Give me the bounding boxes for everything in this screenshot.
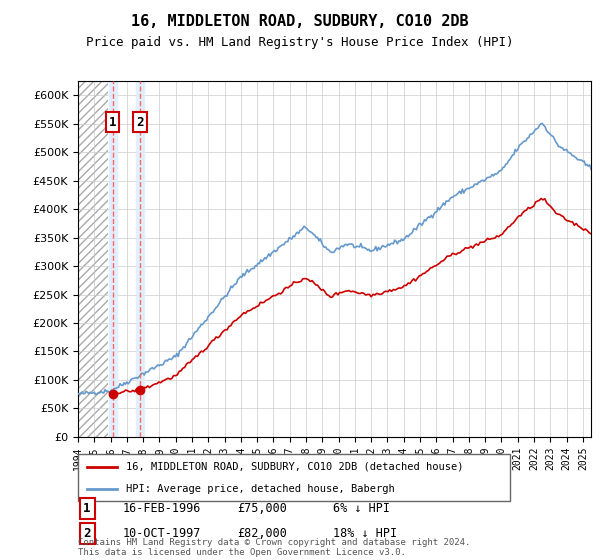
Bar (109, 81, 116, 437)
Text: 16-FEB-1996: 16-FEB-1996 (123, 502, 202, 515)
Text: 10-OCT-1997: 10-OCT-1997 (123, 527, 202, 540)
Text: Price paid vs. HM Land Registry's House Price Index (HPI): Price paid vs. HM Land Registry's House … (86, 36, 514, 49)
Text: 18% ↓ HPI: 18% ↓ HPI (333, 527, 397, 540)
Text: 2: 2 (83, 527, 91, 540)
Bar (78, 81, 108, 437)
FancyBboxPatch shape (78, 454, 510, 501)
Text: £82,000: £82,000 (237, 527, 287, 540)
Text: 16, MIDDLETON ROAD, SUDBURY, CO10 2DB (detached house): 16, MIDDLETON ROAD, SUDBURY, CO10 2DB (d… (125, 462, 463, 472)
Text: 16, MIDDLETON ROAD, SUDBURY, CO10 2DB: 16, MIDDLETON ROAD, SUDBURY, CO10 2DB (131, 14, 469, 29)
Text: 1: 1 (83, 502, 91, 515)
Text: 6% ↓ HPI: 6% ↓ HPI (333, 502, 390, 515)
Bar (136, 81, 144, 437)
Text: HPI: Average price, detached house, Babergh: HPI: Average price, detached house, Babe… (125, 484, 394, 494)
Text: 2: 2 (136, 115, 143, 129)
Text: £75,000: £75,000 (237, 502, 287, 515)
Text: 1: 1 (109, 115, 116, 129)
Text: Contains HM Land Registry data © Crown copyright and database right 2024.
This d: Contains HM Land Registry data © Crown c… (78, 538, 470, 557)
